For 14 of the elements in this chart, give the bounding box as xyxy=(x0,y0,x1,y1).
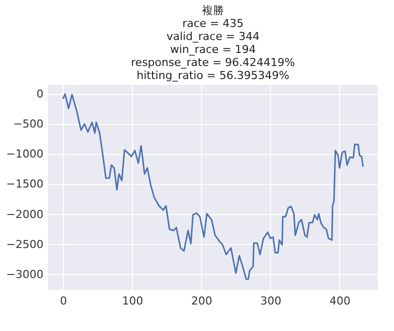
x-tick-label: 300 xyxy=(260,294,282,308)
line-series xyxy=(62,93,364,280)
y-tick-label: −2000 xyxy=(6,208,44,221)
x-tick-label: 100 xyxy=(122,294,144,308)
y-tick-label: −2500 xyxy=(6,238,44,251)
chart-title: 複勝 race = 435 valid_race = 344 win_race = 194 response_rate = 96.424419% hitting_ratio = 56.395349% xyxy=(131,4,295,82)
y-tick-label: −1000 xyxy=(6,148,44,161)
y-tick-label: 0 xyxy=(36,88,44,101)
x-tick-label: 200 xyxy=(191,294,212,308)
y-tick-label: −3000 xyxy=(6,268,44,281)
x-tick-label: 0 xyxy=(60,294,67,308)
y-tick-label: −1500 xyxy=(6,178,44,191)
x-tick-label: 400 xyxy=(330,294,350,308)
y-tick-label: −500 xyxy=(13,118,44,131)
